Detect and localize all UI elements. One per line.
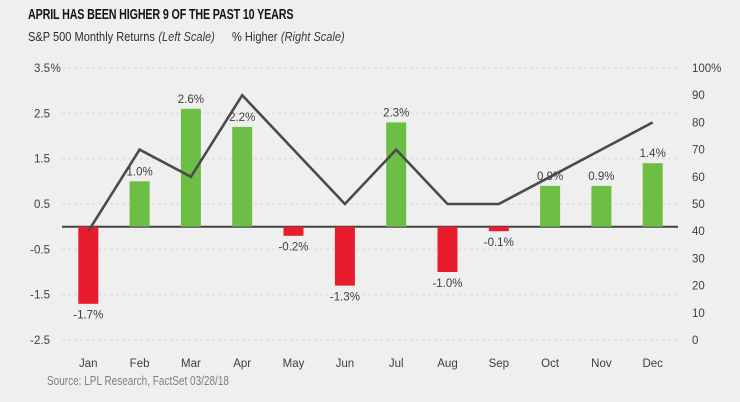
left-axis-tick: 0.5 — [34, 199, 50, 211]
left-axis-tick: -0.5 — [30, 244, 50, 256]
left-axis-tick: 1.5 — [34, 154, 50, 166]
month-label-oct: Oct — [541, 358, 560, 370]
bar-dec — [642, 163, 663, 227]
bar-label-may: -0.2% — [278, 242, 308, 254]
right-axis-tick: 70 — [692, 145, 705, 157]
month-label-apr: Apr — [233, 358, 251, 370]
month-label-jun: Jun — [336, 358, 355, 370]
legend-right: % Higher (Right Scale) — [232, 29, 345, 44]
bar-label-aug: -1.0% — [432, 278, 462, 290]
bar-mar — [180, 108, 201, 227]
right-axis-tick: 80 — [692, 117, 705, 129]
bar-jul — [386, 122, 407, 227]
left-axis-tick: 2.5 — [34, 108, 50, 120]
left-axis-tick-percent: % — [51, 63, 61, 75]
month-label-feb: Feb — [130, 358, 150, 370]
percent-higher-line — [87, 93, 654, 232]
bar-nov — [591, 185, 612, 227]
bar-label-jun: -1.3% — [330, 292, 360, 304]
month-label-mar: Mar — [181, 358, 201, 370]
right-axis-tick: 20 — [692, 281, 705, 293]
legend-left-scale-note: (Left Scale) — [158, 29, 215, 44]
bar-label-nov: 0.9% — [588, 171, 614, 183]
month-label-nov: Nov — [591, 358, 612, 370]
left-axis-tick: -1.5 — [30, 290, 50, 302]
legend-right-label: % Higher — [232, 29, 278, 44]
bar-label-jul: 2.3% — [383, 107, 409, 119]
left-axis-tick: 3.5 — [34, 63, 50, 75]
month-label-sep: Sep — [489, 358, 509, 370]
month-label-jan: Jan — [79, 358, 98, 370]
right-axis-tick: 60 — [692, 172, 705, 184]
bar-apr — [232, 126, 253, 227]
bar-label-jan: -1.7% — [73, 310, 103, 322]
bar-label-apr: 2.2% — [229, 112, 255, 124]
right-axis-tick: 40 — [692, 226, 705, 238]
right-axis-tick: 50 — [692, 199, 705, 211]
legend-right-scale-note: (Right Scale) — [280, 29, 345, 44]
bar-aug — [437, 226, 458, 272]
bar-oct — [540, 185, 561, 227]
right-axis-tick: 10 — [692, 308, 705, 320]
bar-label-oct: 0.9% — [537, 171, 563, 183]
bar-label-feb: 1.0% — [126, 166, 152, 178]
bar-may — [283, 226, 304, 236]
right-axis-tick: 90 — [692, 90, 705, 102]
chart-title: APRIL HAS BEEN HIGHER 9 OF THE PAST 10 Y… — [28, 7, 294, 23]
month-label-dec: Dec — [642, 358, 663, 370]
month-label-may: May — [283, 358, 305, 370]
legend-left-label: S&P 500 Monthly Returns — [28, 29, 155, 44]
bar-label-mar: 2.6% — [178, 94, 204, 106]
legend-left: S&P 500 Monthly Returns (Left Scale) — [28, 29, 215, 44]
right-axis-tick: 30 — [692, 253, 705, 265]
right-axis-tick: 100% — [692, 63, 721, 75]
bar-label-sep: -0.1% — [484, 237, 514, 249]
bar-label-dec: 1.4% — [640, 148, 666, 160]
bar-feb — [129, 181, 150, 227]
left-axis-tick: -2.5 — [30, 335, 50, 347]
bar-sep — [488, 226, 509, 232]
month-label-aug: Aug — [437, 358, 457, 370]
bar-jan — [78, 226, 99, 304]
bar-jun — [334, 226, 355, 286]
right-axis-tick: 0 — [692, 335, 698, 347]
source-caption: Source: LPL Research, FactSet 03/28/18 — [47, 374, 229, 388]
month-label-jul: Jul — [389, 358, 404, 370]
